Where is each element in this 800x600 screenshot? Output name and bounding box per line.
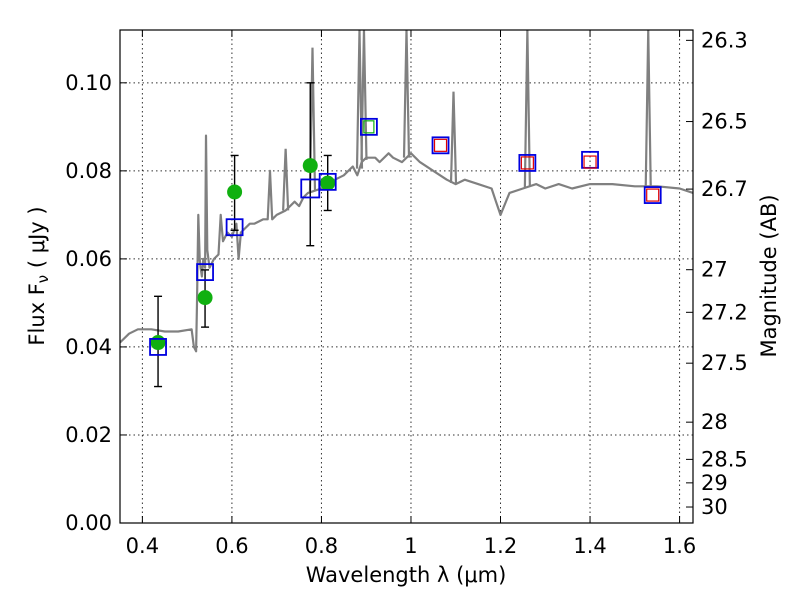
y2-tick-label: 30	[701, 495, 728, 519]
y2-tick-label: 27	[701, 258, 728, 282]
y2-tick-label: 26.7	[701, 177, 748, 201]
x-tick-label: 1.4	[573, 534, 606, 558]
y2-axis-title: Magnitude (AB)	[757, 194, 781, 357]
y2-tick-label: 28	[701, 410, 728, 434]
x-tick-label: 1.6	[663, 534, 696, 558]
plot-background	[120, 30, 693, 523]
x-tick-label: 1.2	[484, 534, 517, 558]
photometry-point	[303, 158, 318, 173]
y2-tick-label: 26.5	[701, 110, 748, 134]
y-axis-title-sub: ν	[34, 275, 52, 283]
y-tick-label: 0.10	[65, 71, 112, 95]
x-axis-title: Wavelength λ (μm)	[306, 563, 507, 587]
x-tick-label: 0.6	[215, 534, 248, 558]
y-tick-label: 0.06	[65, 247, 112, 271]
y2-tick-label: 28.5	[701, 447, 748, 471]
sed-chart: 0.4 0.6 0.8 1 1.2 1.4 1.6 0.00 0.02 0.04 0.06 0.08 0…	[0, 0, 800, 600]
y-tick-label: 0.08	[65, 159, 112, 183]
photometry-point	[198, 290, 213, 305]
photometry-point	[227, 184, 242, 199]
y-tick-label: 0.00	[65, 511, 112, 535]
y2-tick-label: 27.5	[701, 351, 748, 375]
y-axis-title-units: ( μJy )	[25, 206, 49, 274]
x-tick-label: 0.8	[305, 534, 338, 558]
x-tick-label: 1	[404, 534, 417, 558]
y-axis-title-main: Flux F	[25, 283, 49, 345]
photometry-point	[320, 176, 335, 191]
y-tick-label: 0.04	[65, 335, 112, 359]
photometry-point	[151, 335, 166, 350]
y2-tick-label: 29	[701, 471, 728, 495]
y2-tick-label: 26.3	[701, 28, 748, 52]
y-tick-label: 0.02	[65, 423, 112, 447]
x-tick-label: 0.4	[126, 534, 159, 558]
y-axis-title: Flux Fν ( μJy )	[25, 206, 52, 345]
y2-tick-label: 27.2	[701, 300, 748, 324]
